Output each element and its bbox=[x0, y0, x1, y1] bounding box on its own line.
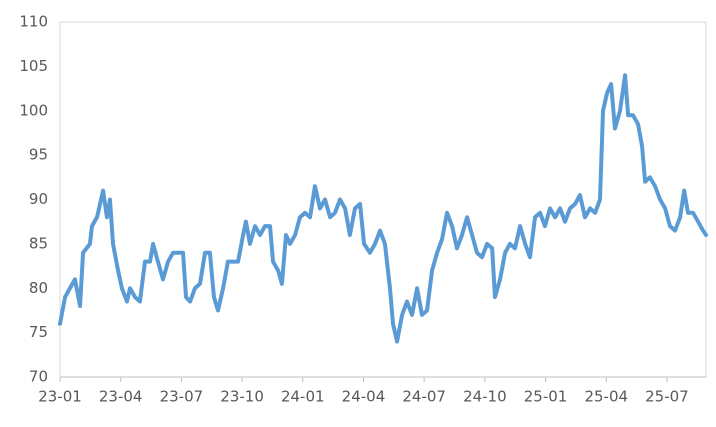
y-tick-label: 80 bbox=[29, 279, 48, 297]
x-tick-label: 23-04 bbox=[99, 388, 143, 406]
y-tick-label: 70 bbox=[29, 368, 48, 386]
x-tick-label: 23-01 bbox=[38, 388, 82, 406]
x-tick-label: 24-01 bbox=[281, 388, 325, 406]
x-tick-label: 23-10 bbox=[220, 388, 264, 406]
x-tick-label: 25-04 bbox=[584, 388, 628, 406]
y-tick-label: 85 bbox=[29, 234, 48, 252]
plot-frame bbox=[59, 21, 707, 378]
y-tick-label: 75 bbox=[29, 323, 48, 341]
y-tick-label: 90 bbox=[29, 190, 48, 208]
y-tick-label: 100 bbox=[19, 101, 48, 119]
x-tick-label: 25-07 bbox=[645, 388, 689, 406]
data-line bbox=[58, 73, 708, 344]
x-tick-label: 23-07 bbox=[160, 388, 204, 406]
x-tick-label: 24-10 bbox=[463, 388, 507, 406]
x-tick-label: 24-07 bbox=[402, 388, 446, 406]
y-tick-label: 105 bbox=[19, 57, 48, 75]
y-tick-label: 95 bbox=[29, 146, 48, 164]
y-tick-label: 110 bbox=[19, 13, 48, 31]
x-tick-label: 25-01 bbox=[524, 388, 568, 406]
x-tick-label: 24-04 bbox=[342, 388, 386, 406]
